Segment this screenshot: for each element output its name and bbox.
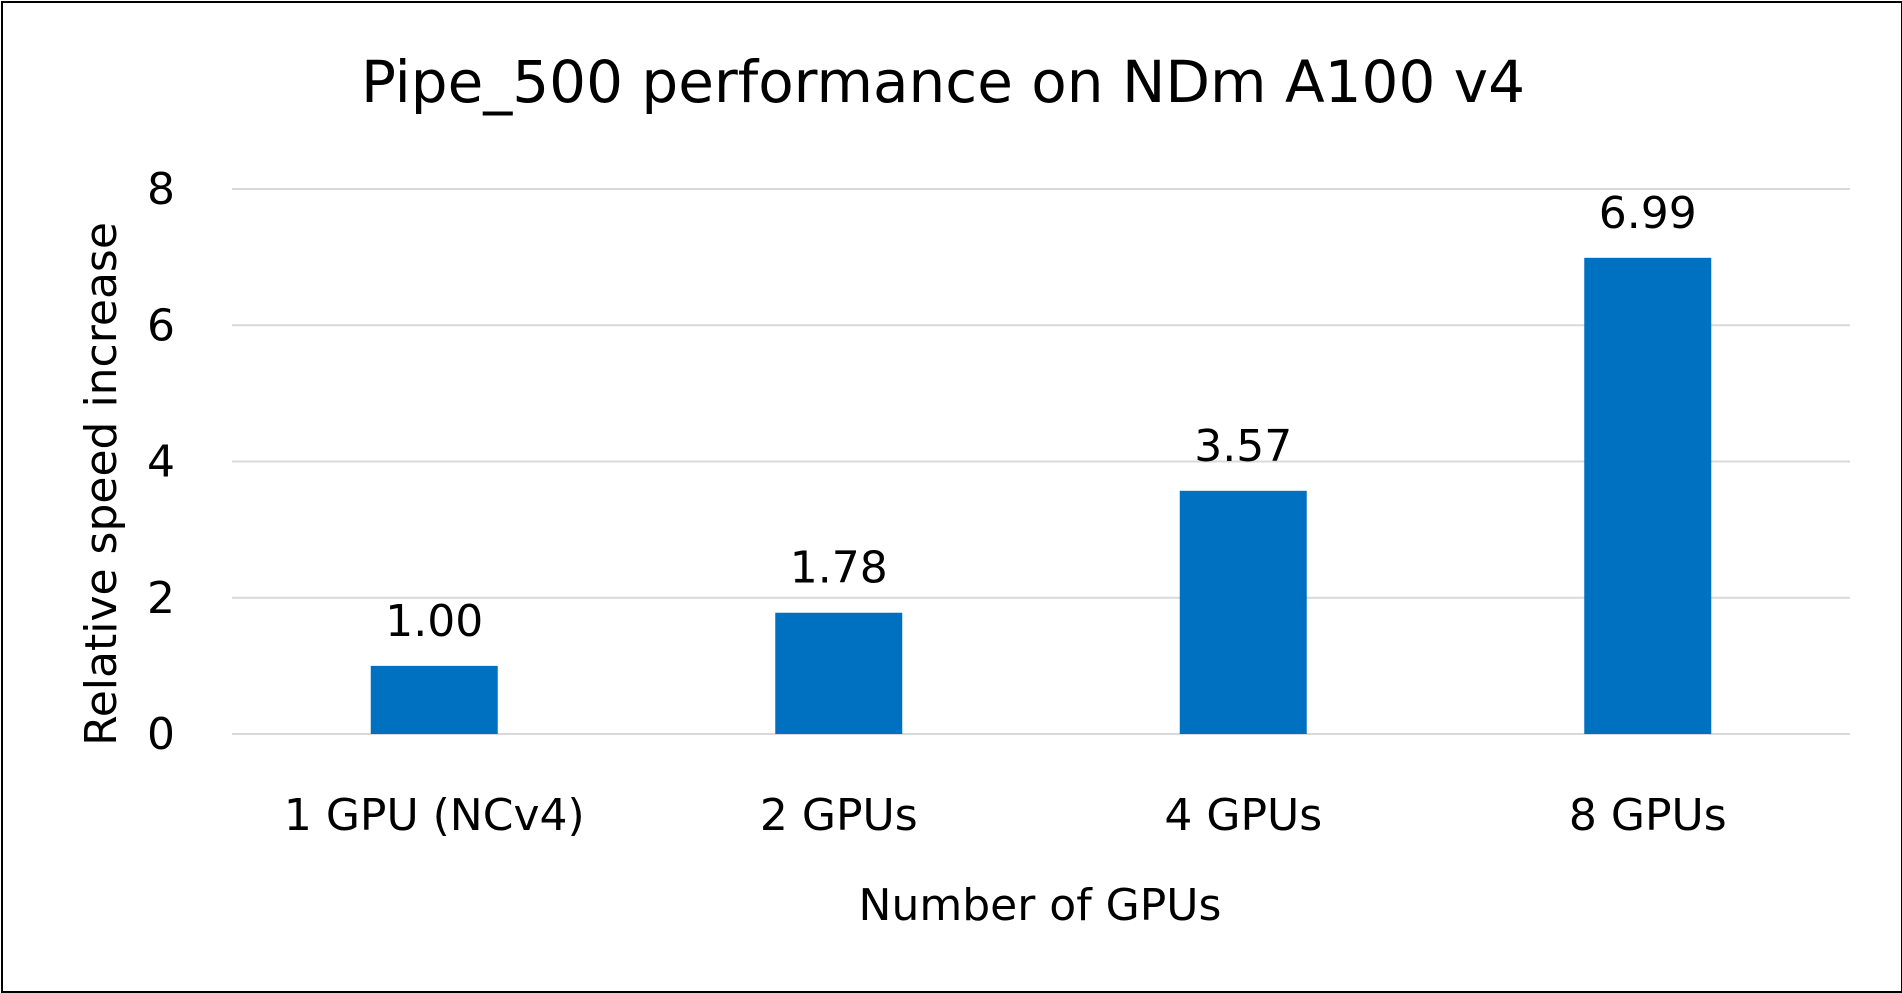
gridlines (232, 188, 1850, 735)
x-axis-label: Number of GPUs (859, 880, 1222, 931)
y-tick-label: 4 (147, 437, 175, 488)
chart-title: Pipe_500 performance on NDm A100 v4 (361, 48, 1525, 116)
y-tick-label: 6 (147, 300, 175, 351)
y-tick-label: 2 (147, 573, 175, 624)
x-tick-label: 2 GPUs (760, 790, 918, 841)
data-label: 6.99 (1599, 188, 1697, 239)
bar-3 (1179, 490, 1307, 734)
data-label: 3.57 (1194, 421, 1292, 472)
bar-1 (370, 665, 498, 734)
y-tick-label: 8 (147, 164, 175, 215)
data-label: 1.78 (790, 543, 888, 594)
y-tick-label: 0 (147, 709, 175, 760)
data-label: 1.00 (385, 596, 483, 647)
x-tick-label: 8 GPUs (1569, 790, 1727, 841)
bar-4 (1584, 257, 1712, 734)
data-labels: 1.00 1.78 3.57 6.99 (385, 188, 1696, 647)
x-tick-label: 1 GPU (NCv4) (284, 790, 585, 841)
x-tick-label: 4 GPUs (1164, 790, 1322, 841)
bars (370, 257, 1712, 734)
x-tick-labels: 1 GPU (NCv4) 2 GPUs 4 GPUs 8 GPUs (284, 790, 1727, 841)
y-tick-labels: 0 2 4 6 8 (147, 164, 175, 760)
y-axis-label: Relative speed increase (76, 222, 127, 746)
bar-2 (775, 612, 903, 734)
